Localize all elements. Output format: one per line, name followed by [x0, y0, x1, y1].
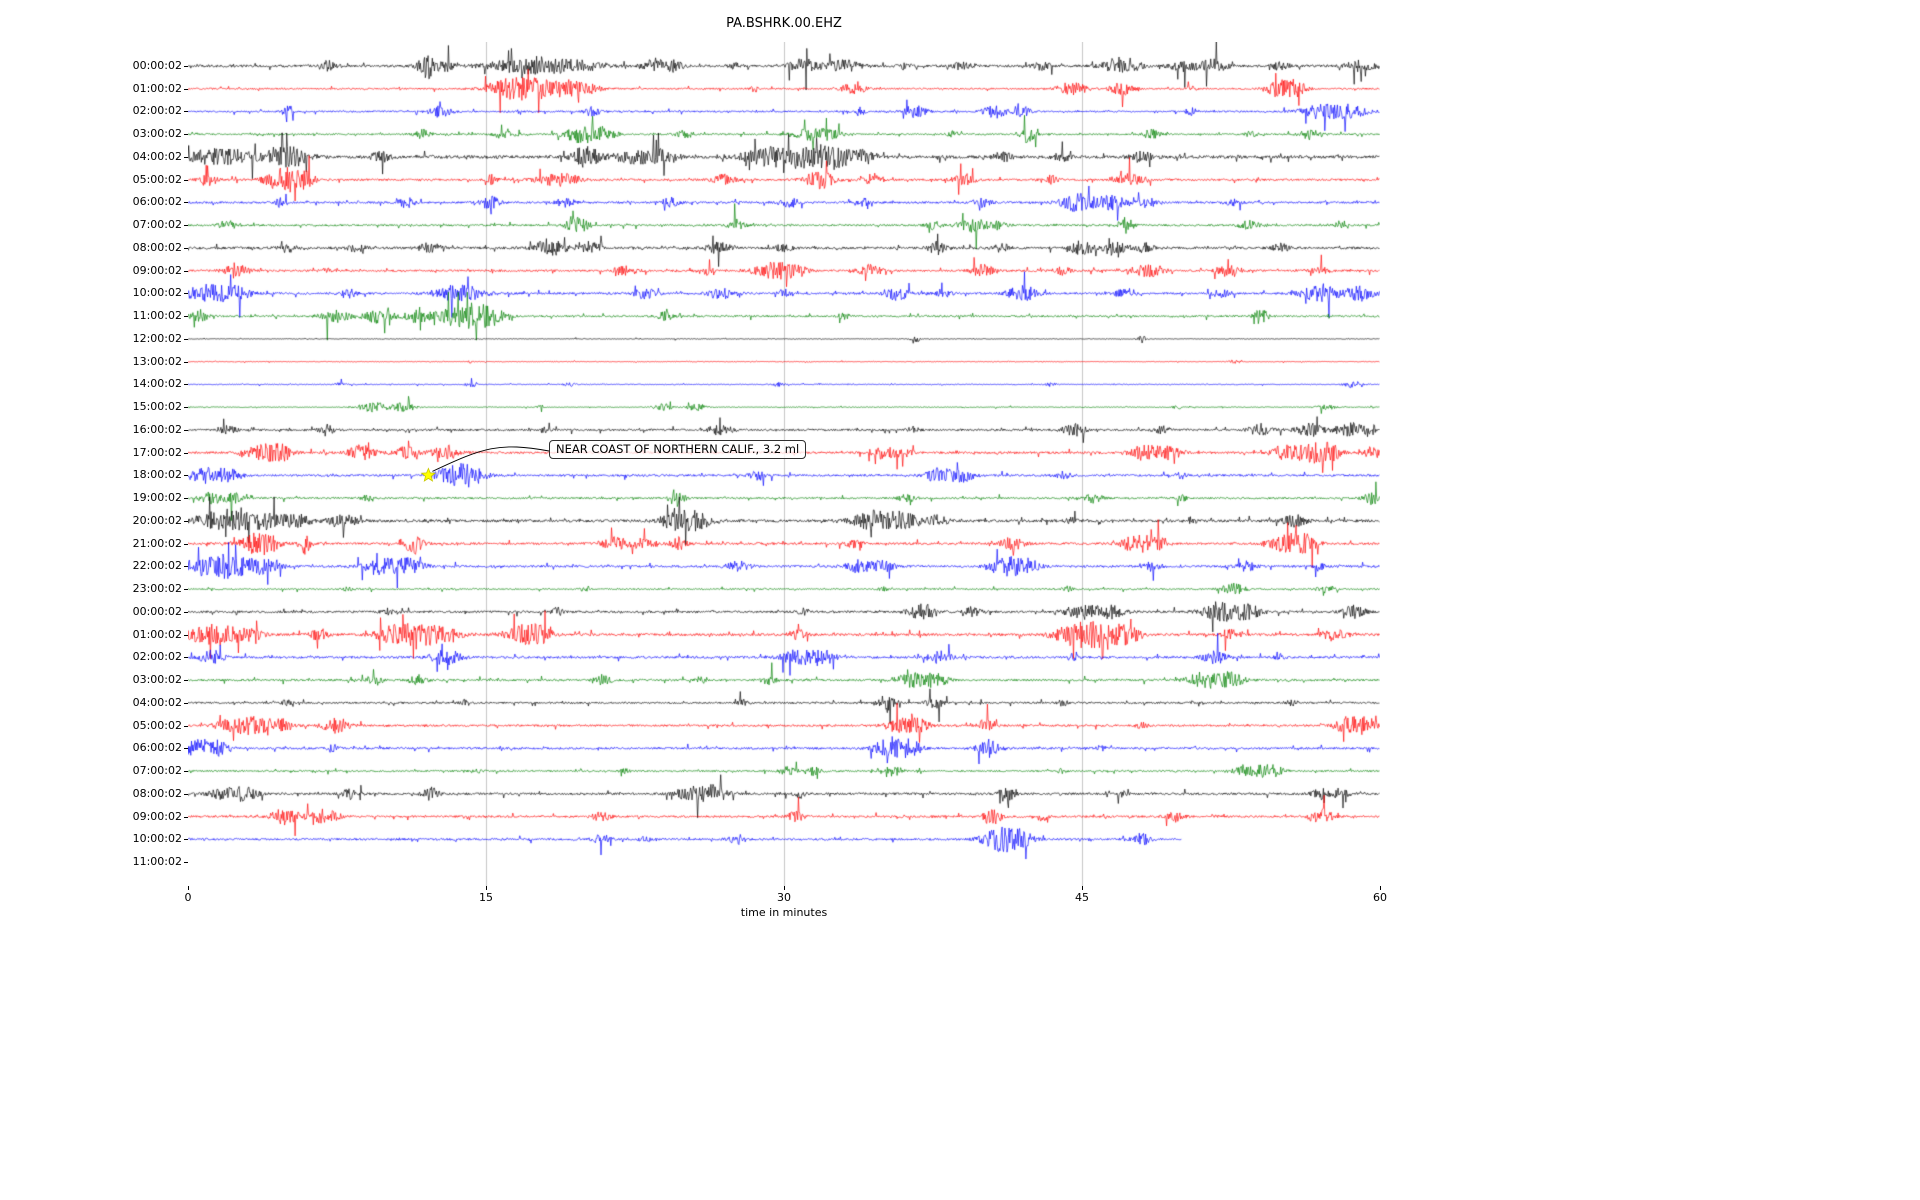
row-label: 17:00:02: [132, 445, 182, 459]
x-tick-mark: [1380, 886, 1381, 890]
x-tick-mark: [188, 886, 189, 890]
y-tick-mark: [184, 180, 188, 181]
y-tick-mark: [184, 225, 188, 226]
x-tick-label: 45: [1075, 891, 1089, 904]
x-axis-label: time in minutes: [740, 906, 828, 919]
row-label: 08:00:02: [132, 240, 182, 254]
x-tick-label: 15: [479, 891, 493, 904]
row-label: 00:00:02: [132, 59, 182, 72]
y-tick-mark: [184, 612, 188, 613]
row-label: 07:00:02: [132, 764, 182, 778]
event-annotation-text: NEAR COAST OF NORTHERN CALIF., 3.2 ml: [556, 442, 800, 456]
y-tick-mark: [184, 589, 188, 590]
row-label: 13:00:02: [132, 354, 182, 368]
row-label: 21:00:02: [132, 536, 182, 550]
x-tick-label: 30: [777, 891, 791, 904]
y-tick-mark: [184, 316, 188, 317]
y-tick-mark: [184, 726, 188, 727]
y-tick-mark: [184, 748, 188, 749]
row-label: 08:00:02: [132, 786, 182, 800]
y-tick-mark: [184, 703, 188, 704]
y-tick-mark: [184, 157, 188, 158]
row-label: 01:00:02: [132, 627, 182, 641]
row-label: 06:00:02: [132, 195, 182, 209]
y-tick-mark: [184, 430, 188, 431]
row-label: 18:00:02: [132, 468, 182, 482]
y-tick-mark: [184, 521, 188, 522]
row-label: 20:00:02: [132, 513, 182, 527]
y-tick-mark: [184, 248, 188, 249]
x-tick-mark: [784, 886, 785, 890]
row-label: 16:00:02: [132, 422, 182, 436]
row-label: 15:00:02: [132, 400, 182, 414]
row-label: 03:00:02: [132, 127, 182, 141]
x-tick-mark: [1082, 886, 1083, 890]
y-tick-mark: [184, 544, 188, 545]
row-label: 19:00:02: [132, 491, 182, 505]
row-label: 11:00:02: [132, 855, 182, 868]
row-label: 07:00:02: [132, 218, 182, 232]
row-label: 01:00:02: [132, 81, 182, 95]
x-tick-mark: [486, 886, 487, 890]
y-tick-mark: [184, 475, 188, 476]
row-label: 04:00:02: [132, 149, 182, 163]
y-tick-mark: [184, 271, 188, 272]
x-tick-label: 60: [1373, 891, 1387, 904]
y-tick-mark: [184, 566, 188, 567]
row-label: 11:00:02: [132, 309, 182, 323]
y-tick-mark: [184, 839, 188, 840]
y-tick-mark: [184, 771, 188, 772]
row-label: 14:00:02: [132, 377, 182, 391]
y-tick-mark: [184, 339, 188, 340]
y-tick-mark: [184, 134, 188, 135]
seismogram-canvas: [188, 42, 1380, 886]
y-tick-mark: [184, 498, 188, 499]
y-tick-mark: [184, 384, 188, 385]
y-tick-mark: [184, 657, 188, 658]
event-annotation: NEAR COAST OF NORTHERN CALIF., 3.2 ml: [549, 440, 807, 459]
row-label: 10:00:02: [132, 832, 182, 846]
y-tick-mark: [184, 293, 188, 294]
row-label: 05:00:02: [132, 718, 182, 732]
row-label: 09:00:02: [132, 263, 182, 277]
row-label: 03:00:02: [132, 673, 182, 687]
row-label: 09:00:02: [132, 809, 182, 823]
y-tick-mark: [184, 453, 188, 454]
row-label: 05:00:02: [132, 172, 182, 186]
row-label: 00:00:02: [132, 604, 182, 618]
y-tick-mark: [184, 794, 188, 795]
y-tick-mark: [184, 407, 188, 408]
y-tick-mark: [184, 817, 188, 818]
row-label: 04:00:02: [132, 695, 182, 709]
y-tick-mark: [184, 362, 188, 363]
row-label: 06:00:02: [132, 741, 182, 755]
row-label: 23:00:02: [132, 582, 182, 596]
y-tick-mark: [184, 202, 188, 203]
y-tick-mark: [184, 89, 188, 90]
row-label: 02:00:02: [132, 650, 182, 664]
row-label: 22:00:02: [132, 559, 182, 573]
row-label: 02:00:02: [132, 104, 182, 118]
y-tick-mark: [184, 111, 188, 112]
y-tick-mark: [184, 66, 188, 67]
row-label: 10:00:02: [132, 286, 182, 300]
chart-title: PA.BSHRK.00.EHZ: [726, 16, 842, 31]
y-tick-mark: [184, 680, 188, 681]
y-tick-mark: [184, 862, 188, 863]
x-tick-label: 0: [184, 891, 192, 904]
y-tick-mark: [184, 635, 188, 636]
row-label: 12:00:02: [132, 331, 182, 345]
